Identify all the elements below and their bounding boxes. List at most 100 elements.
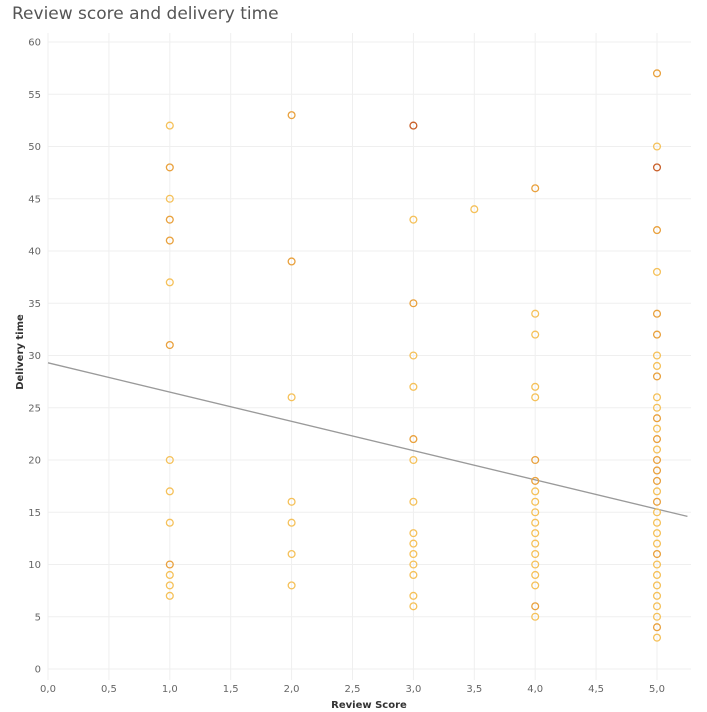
data-point: [165, 487, 174, 496]
x-tick-label: 0,0: [40, 684, 56, 695]
x-tick-label: 4,5: [588, 684, 604, 695]
data-point: [165, 340, 174, 350]
data-point: [165, 194, 174, 203]
data-point: [652, 435, 662, 444]
data-point: [531, 508, 540, 517]
data-point: [531, 476, 540, 485]
data-point: [409, 549, 418, 559]
data-point: [652, 466, 662, 475]
x-tick-label: 3,5: [466, 684, 482, 695]
data-point: [165, 570, 174, 579]
data-point: [652, 487, 662, 496]
data-point: [652, 267, 662, 276]
data-point: [409, 497, 418, 506]
data-point: [652, 163, 662, 172]
data-point: [531, 487, 540, 496]
data-point: [531, 549, 540, 559]
data-point: [409, 539, 418, 548]
data-point: [652, 361, 662, 371]
data-point: [652, 372, 662, 381]
y-tick-label: 35: [28, 299, 41, 310]
data-point: [165, 163, 174, 172]
data-point: [531, 497, 540, 506]
data-point: [652, 445, 662, 454]
data-point: [165, 560, 174, 569]
x-tick-label: 2,5: [345, 684, 361, 695]
y-tick-label: 25: [28, 403, 41, 414]
y-axis-ticks: 0 5 10 15 20 25 30 35 40 45 50 55 60: [28, 38, 41, 676]
y-tick-label: 5: [35, 612, 41, 623]
data-point: [652, 142, 662, 151]
data-point: [652, 403, 662, 412]
data-point: [652, 414, 662, 423]
data-point: [652, 612, 662, 621]
data-point: [652, 591, 662, 600]
data-point: [287, 111, 296, 120]
data-point: [652, 602, 662, 611]
data-point: [531, 612, 540, 621]
data-point: [652, 539, 662, 548]
data-point: [652, 393, 662, 402]
x-tick-label: 1,0: [162, 684, 178, 695]
y-tick-label: 30: [28, 351, 41, 362]
data-point: [652, 623, 662, 632]
y-tick-label: 0: [35, 665, 41, 676]
x-tick-label: 2,0: [284, 684, 300, 695]
data-point: [287, 581, 296, 590]
data-point: [165, 121, 174, 130]
data-point: [531, 309, 540, 318]
data-point: [652, 581, 662, 590]
data-point: [531, 570, 540, 579]
data-point: [652, 508, 662, 517]
data-point: [287, 393, 296, 402]
data-point: [287, 549, 296, 559]
data-point: [652, 309, 662, 318]
x-tick-label: 0,5: [101, 684, 117, 695]
x-tick-label: 3,0: [405, 684, 421, 695]
data-point: [531, 518, 540, 527]
x-axis-ticks: 0,0 0,5 1,0 1,5 2,0 2,5 3,0 3,5 4,0 4,5 5,0: [40, 684, 665, 695]
data-point: [531, 382, 540, 391]
y-tick-label: 10: [28, 560, 41, 571]
y-tick-label: 50: [28, 142, 41, 153]
data-point: [409, 455, 418, 465]
data-point: [531, 455, 540, 465]
data-point: [165, 236, 174, 245]
data-point: [409, 215, 418, 224]
data-point: [165, 215, 174, 224]
data-point: [165, 518, 174, 527]
data-points: [165, 69, 662, 642]
data-point: [652, 424, 662, 433]
chart-title: Review score and delivery time: [12, 4, 279, 24]
data-point: [531, 581, 540, 590]
data-point: [652, 549, 662, 559]
data-point: [165, 455, 174, 465]
data-point: [652, 529, 662, 538]
data-point: [652, 560, 662, 569]
data-point: [531, 602, 540, 611]
data-point: [531, 393, 540, 402]
data-point: [287, 518, 296, 527]
data-point: [287, 497, 296, 506]
y-tick-label: 20: [28, 456, 41, 467]
data-point: [652, 497, 662, 506]
data-point: [652, 351, 662, 360]
data-point: [531, 560, 540, 569]
data-point: [652, 455, 662, 465]
data-point: [409, 351, 418, 360]
data-point: [409, 591, 418, 600]
data-point: [409, 435, 418, 444]
data-point: [652, 330, 662, 339]
data-point: [409, 382, 418, 391]
data-point: [531, 539, 540, 548]
data-point: [652, 570, 662, 579]
data-point: [531, 184, 540, 193]
data-point: [652, 633, 662, 642]
data-point: [409, 560, 418, 569]
x-tick-label: 1,5: [223, 684, 239, 695]
y-axis-title: Delivery time: [15, 314, 26, 390]
data-point: [409, 121, 418, 130]
data-point: [165, 581, 174, 590]
y-tick-label: 40: [28, 247, 41, 258]
data-point: [409, 602, 418, 611]
